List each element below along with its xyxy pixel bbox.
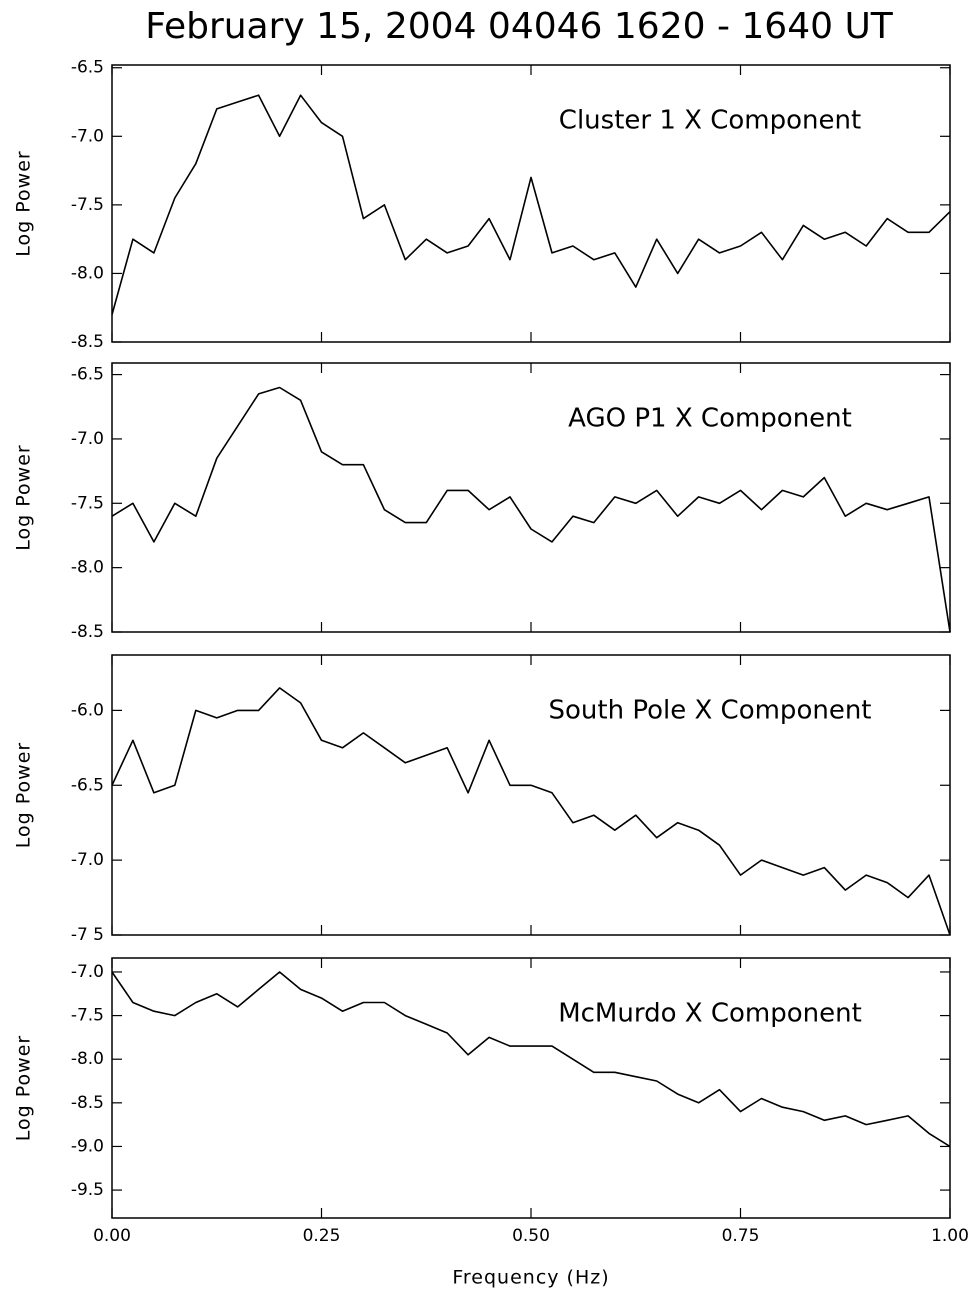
y-tick-label: -7.0 <box>71 429 104 449</box>
y-tick-label: -7.5 <box>71 195 104 215</box>
y-tick-label: -6.5 <box>71 775 104 795</box>
y-tick-label: -8.5 <box>71 1093 104 1113</box>
y-tick-label: -8.0 <box>71 1049 104 1069</box>
y-tick-label: -6.5 <box>71 365 104 385</box>
x-tick-label: 1.00 <box>931 1226 969 1246</box>
panel-annotation: South Pole X Component <box>549 696 872 726</box>
y-tick-label: -7.5 <box>71 1006 104 1026</box>
y-tick-label: -8.5 <box>71 622 104 642</box>
y-tick-label: -6.0 <box>71 700 104 720</box>
y-axis-label: Log Power <box>13 742 35 848</box>
data-line <box>111 386 951 633</box>
figure-title: February 15, 2004 04046 1620 - 1640 UT <box>145 6 894 47</box>
data-line <box>111 971 951 1148</box>
y-tick-label: -7.5 <box>71 493 104 513</box>
panel-annotation: Cluster 1 X Component <box>559 106 861 136</box>
x-axis-label: Frequency (Hz) <box>452 1267 609 1289</box>
y-tick-label: -7.0 <box>71 962 104 982</box>
y-axis-label: Log Power <box>13 1035 35 1141</box>
y-tick-label: -8.0 <box>71 558 104 578</box>
y-axis-label: Log Power <box>13 150 35 256</box>
panel-annotation: AGO P1 X Component <box>568 404 852 434</box>
panel-annotation: McMurdo X Component <box>558 999 862 1029</box>
y-axis-label: Log Power <box>13 444 35 550</box>
x-tick-label: 0.00 <box>93 1226 131 1246</box>
y-tick-label: -6.5 <box>71 58 104 78</box>
y-tick-label: -9.0 <box>71 1136 104 1156</box>
y-tick-label: -8.0 <box>71 263 104 283</box>
x-tick-label: 0.50 <box>512 1226 550 1246</box>
x-tick-label: 0.75 <box>722 1226 760 1246</box>
plot-frame <box>111 957 951 1219</box>
y-tick-label: -7 5 <box>71 925 104 945</box>
data-line <box>111 687 951 936</box>
y-tick-label: -8.5 <box>71 332 104 352</box>
data-line <box>111 94 951 315</box>
y-tick-label: -7.0 <box>71 126 104 146</box>
y-tick-label: -9.5 <box>71 1180 104 1200</box>
x-tick-label: 0.25 <box>303 1226 341 1246</box>
y-tick-label: -7.0 <box>71 850 104 870</box>
